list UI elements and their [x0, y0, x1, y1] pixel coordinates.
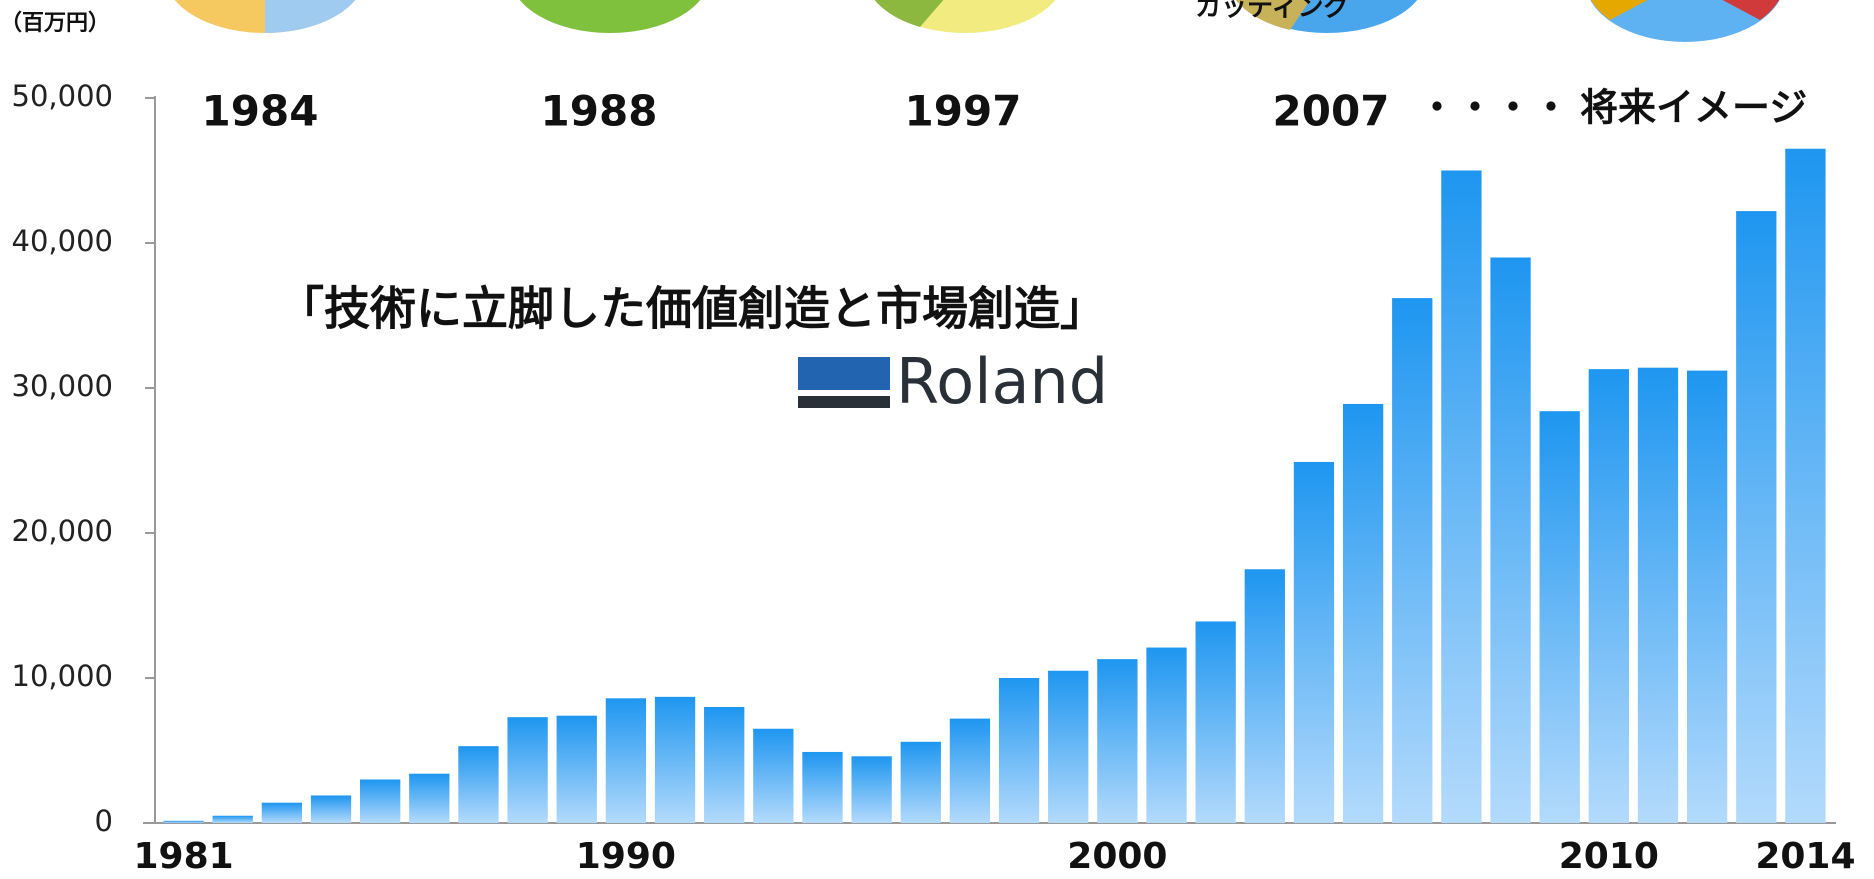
- bar: [753, 728, 794, 823]
- bar: [1539, 411, 1580, 823]
- y-tick-label: 10,000: [12, 659, 113, 693]
- bar: [1588, 369, 1629, 823]
- bar: [556, 715, 597, 823]
- bar: [802, 751, 843, 823]
- bar: [1490, 257, 1531, 823]
- bar: [949, 718, 991, 823]
- bar: [360, 779, 401, 823]
- y-tick-label: 0: [95, 804, 113, 838]
- bar: [1686, 370, 1728, 823]
- era-label: 1988: [541, 87, 658, 136]
- logo-mark: [798, 357, 890, 390]
- x-tick-label: 1981: [133, 836, 233, 877]
- bar: [1048, 670, 1089, 823]
- bar: [409, 773, 450, 823]
- bar: [1244, 569, 1285, 823]
- logo-text: Roland: [896, 345, 1108, 418]
- y-tick-label: 40,000: [12, 224, 113, 258]
- slogan: 「技術に立脚した価値創造と市場創造」: [278, 282, 1106, 336]
- x-tick-label: 2000: [1067, 836, 1167, 877]
- bar: [605, 698, 647, 823]
- bar: [1785, 148, 1826, 823]
- bar: [163, 820, 204, 823]
- bar: [1441, 170, 1482, 823]
- dots: ・・・・: [1418, 86, 1570, 130]
- x-tick-label: 1990: [576, 836, 676, 877]
- x-tick-label: 2014: [1755, 836, 1855, 877]
- bar: [1146, 647, 1187, 823]
- bar: [851, 756, 892, 823]
- bar: [261, 802, 303, 823]
- bar: [1097, 659, 1138, 823]
- bar: [1736, 211, 1777, 824]
- bar: [1392, 298, 1433, 824]
- bar: [1342, 403, 1384, 823]
- pie-decorations: [174, 0, 1780, 42]
- bar: [704, 707, 745, 823]
- era-label: 1997: [905, 87, 1022, 136]
- bar: [1293, 461, 1335, 823]
- bar: [1637, 367, 1679, 823]
- era-label: 2007: [1273, 87, 1390, 136]
- bar: [1195, 621, 1236, 823]
- y-tick-label: 50,000: [12, 79, 113, 113]
- future-label: 将来イメージ: [1580, 86, 1807, 130]
- logo-mark: [798, 396, 890, 408]
- bar: [507, 717, 548, 823]
- y-tick-label: 20,000: [12, 514, 113, 548]
- era-label: 1984: [202, 87, 319, 136]
- bar: [458, 746, 499, 823]
- x-tick-label: 2010: [1559, 836, 1659, 877]
- unit-label: （百万円）: [0, 11, 110, 36]
- bar: [310, 795, 352, 823]
- bar: [212, 815, 253, 823]
- bar: [654, 696, 696, 823]
- bar: [900, 741, 941, 823]
- y-tick-label: 30,000: [12, 369, 113, 403]
- pie-label: カッティング: [1195, 0, 1349, 23]
- bar: [998, 678, 1040, 823]
